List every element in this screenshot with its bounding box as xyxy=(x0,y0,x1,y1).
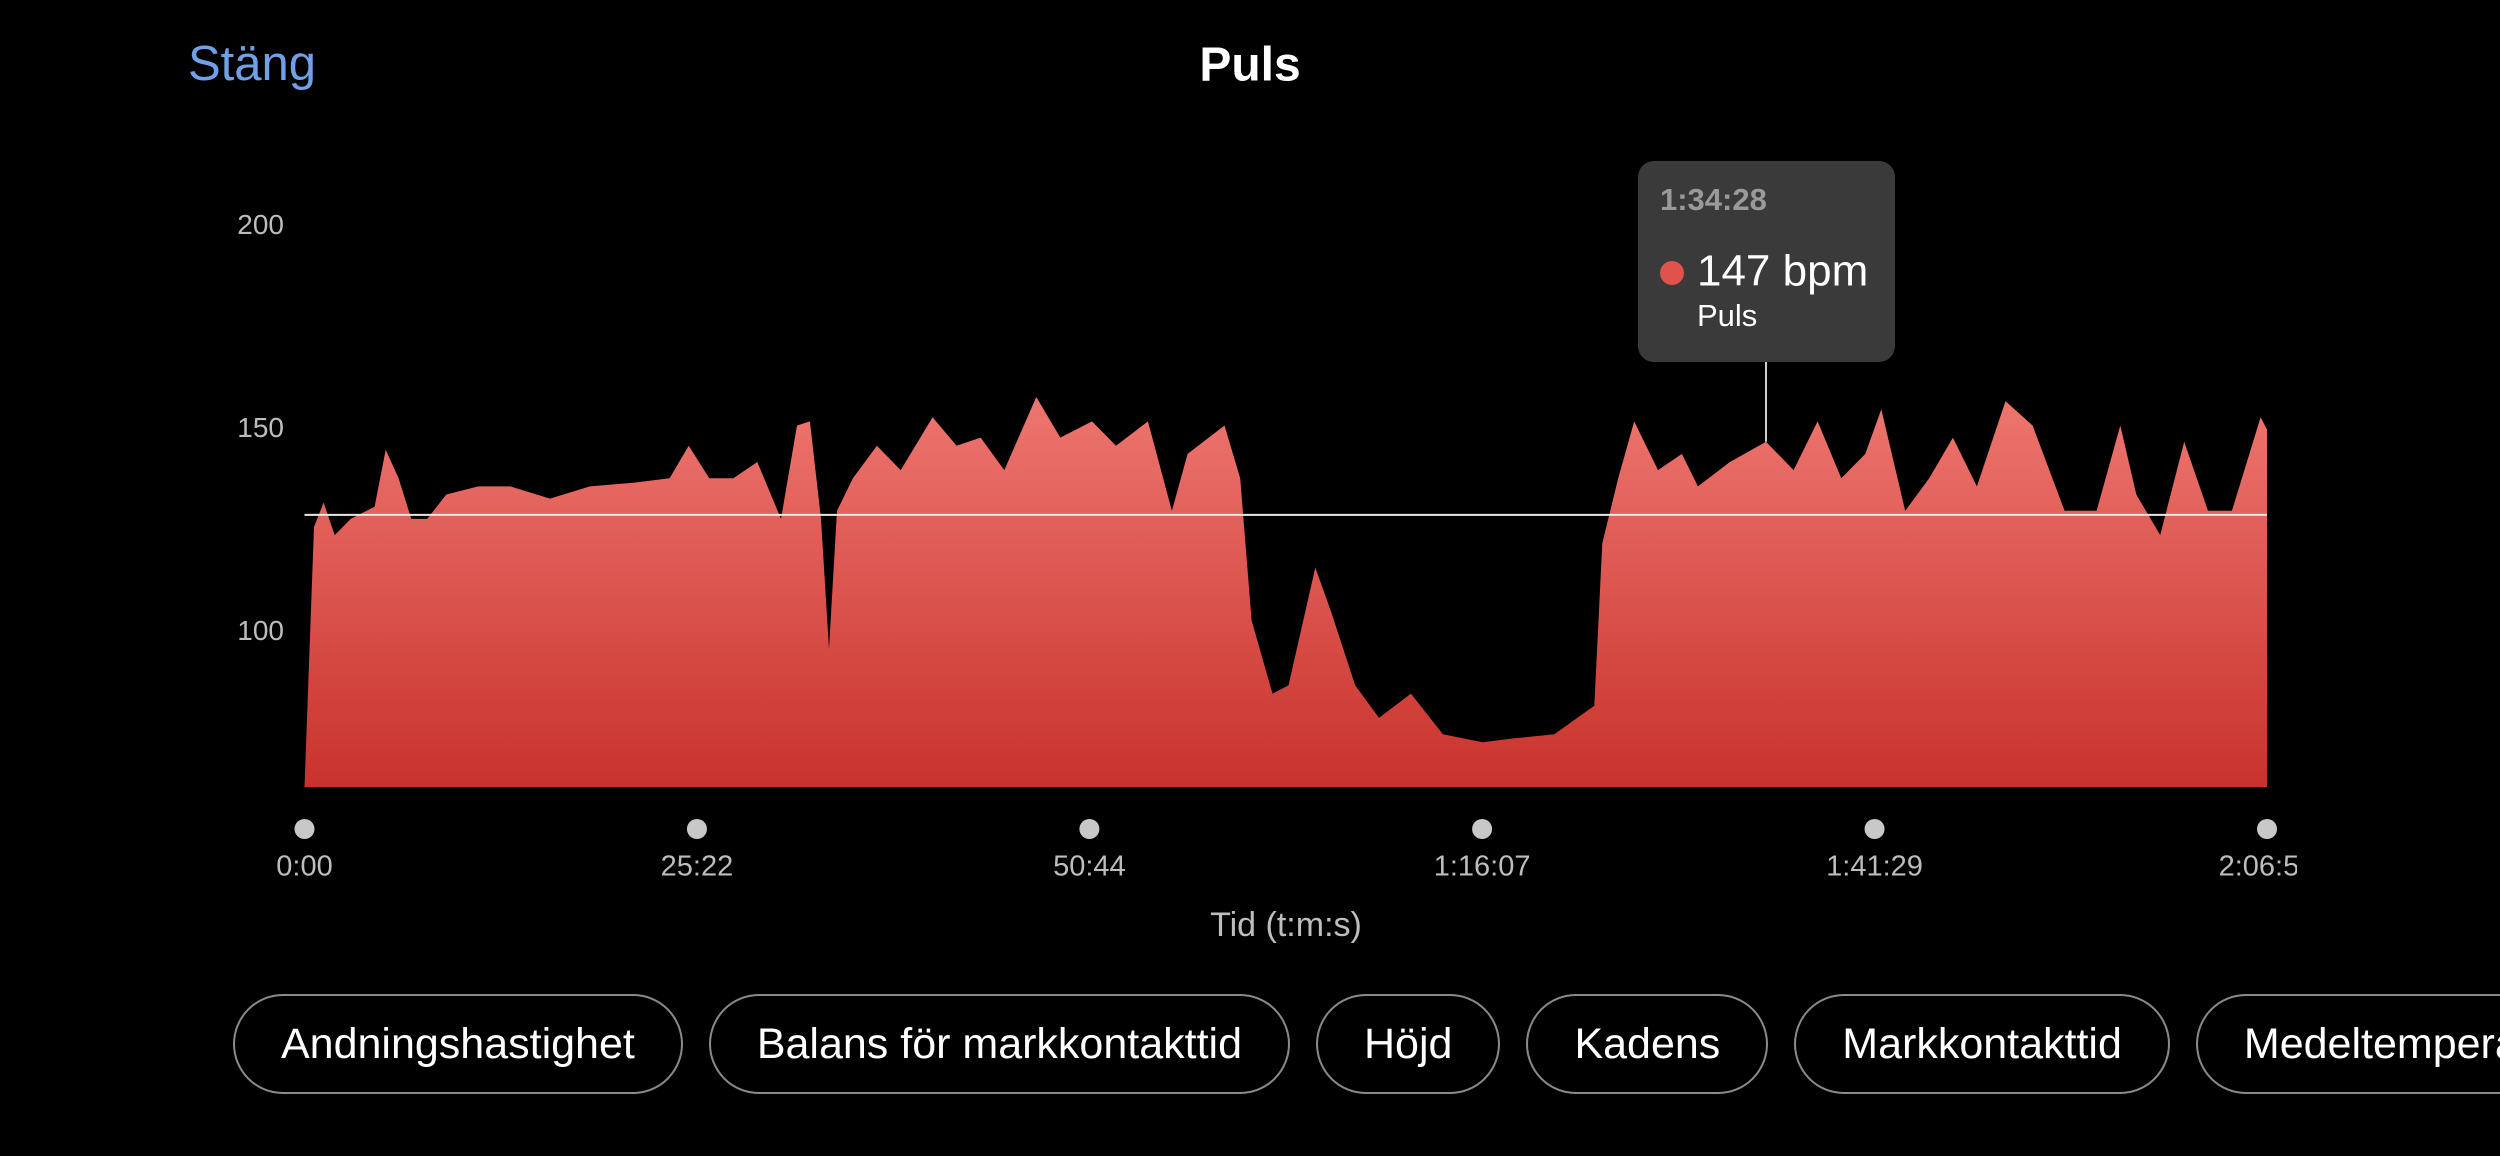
chart: Stäng Puls 100 150 200 0:00 25:22 50:44 1:16:0… xyxy=(188,37,2316,944)
tooltip-dot xyxy=(1659,261,1684,285)
x-axis-title: Tid (t:m:s) xyxy=(1210,906,1362,944)
metric-button[interactable]: Höjd xyxy=(1316,994,1501,1094)
metric-button[interactable]: Balans för markkontakttid xyxy=(708,994,1290,1094)
x-tick-dot xyxy=(686,819,707,839)
tooltip-series: Puls xyxy=(1697,298,1757,333)
page-title: Puls xyxy=(1199,39,1300,92)
close-button[interactable]: Stäng xyxy=(188,37,316,91)
metric-button[interactable]: Medeltemperatur xyxy=(2195,994,2500,1094)
x-tick-dot xyxy=(2257,819,2277,839)
x-tick-dot xyxy=(1079,819,1100,839)
x-tick-label: 25:22 xyxy=(661,851,734,883)
heart-rate-area xyxy=(304,397,2267,787)
x-tick-label: 50:44 xyxy=(1053,851,1126,883)
tooltip-value: 147 bpm xyxy=(1697,247,1868,296)
x-tick-dot xyxy=(294,819,315,839)
y-tick-label: 150 xyxy=(237,412,284,443)
metric-button[interactable]: Andningshastighet xyxy=(233,994,683,1094)
metric-button[interactable]: Markkontakttid xyxy=(1794,994,2170,1094)
metric-buttons: Andningshastighet Balans för markkontaktt… xyxy=(233,994,2500,1094)
y-tick-label: 200 xyxy=(237,209,284,240)
x-tick-label: 1:41:29 xyxy=(1826,851,1923,883)
x-tick-label: 1:16:07 xyxy=(1434,851,1531,883)
x-tick-label: 0:00 xyxy=(276,851,332,883)
y-tick-label: 100 xyxy=(237,615,284,646)
plot: 100 150 200 0:00 25:22 50:44 1:16:07 1:41:29 2:0… xyxy=(237,161,2316,944)
x-tick-label: 2:06:51 xyxy=(2219,851,2316,883)
tooltip-box xyxy=(1637,161,1895,362)
x-axis: 0:00 25:22 50:44 1:16:07 1:41:29 2:06:51 xyxy=(276,819,2316,883)
x-tick-dot xyxy=(1864,819,1885,839)
tooltip-time: 1:34:28 xyxy=(1660,182,1767,217)
metric-button[interactable]: Kadens xyxy=(1526,994,1769,1094)
x-tick-dot xyxy=(1472,819,1493,839)
